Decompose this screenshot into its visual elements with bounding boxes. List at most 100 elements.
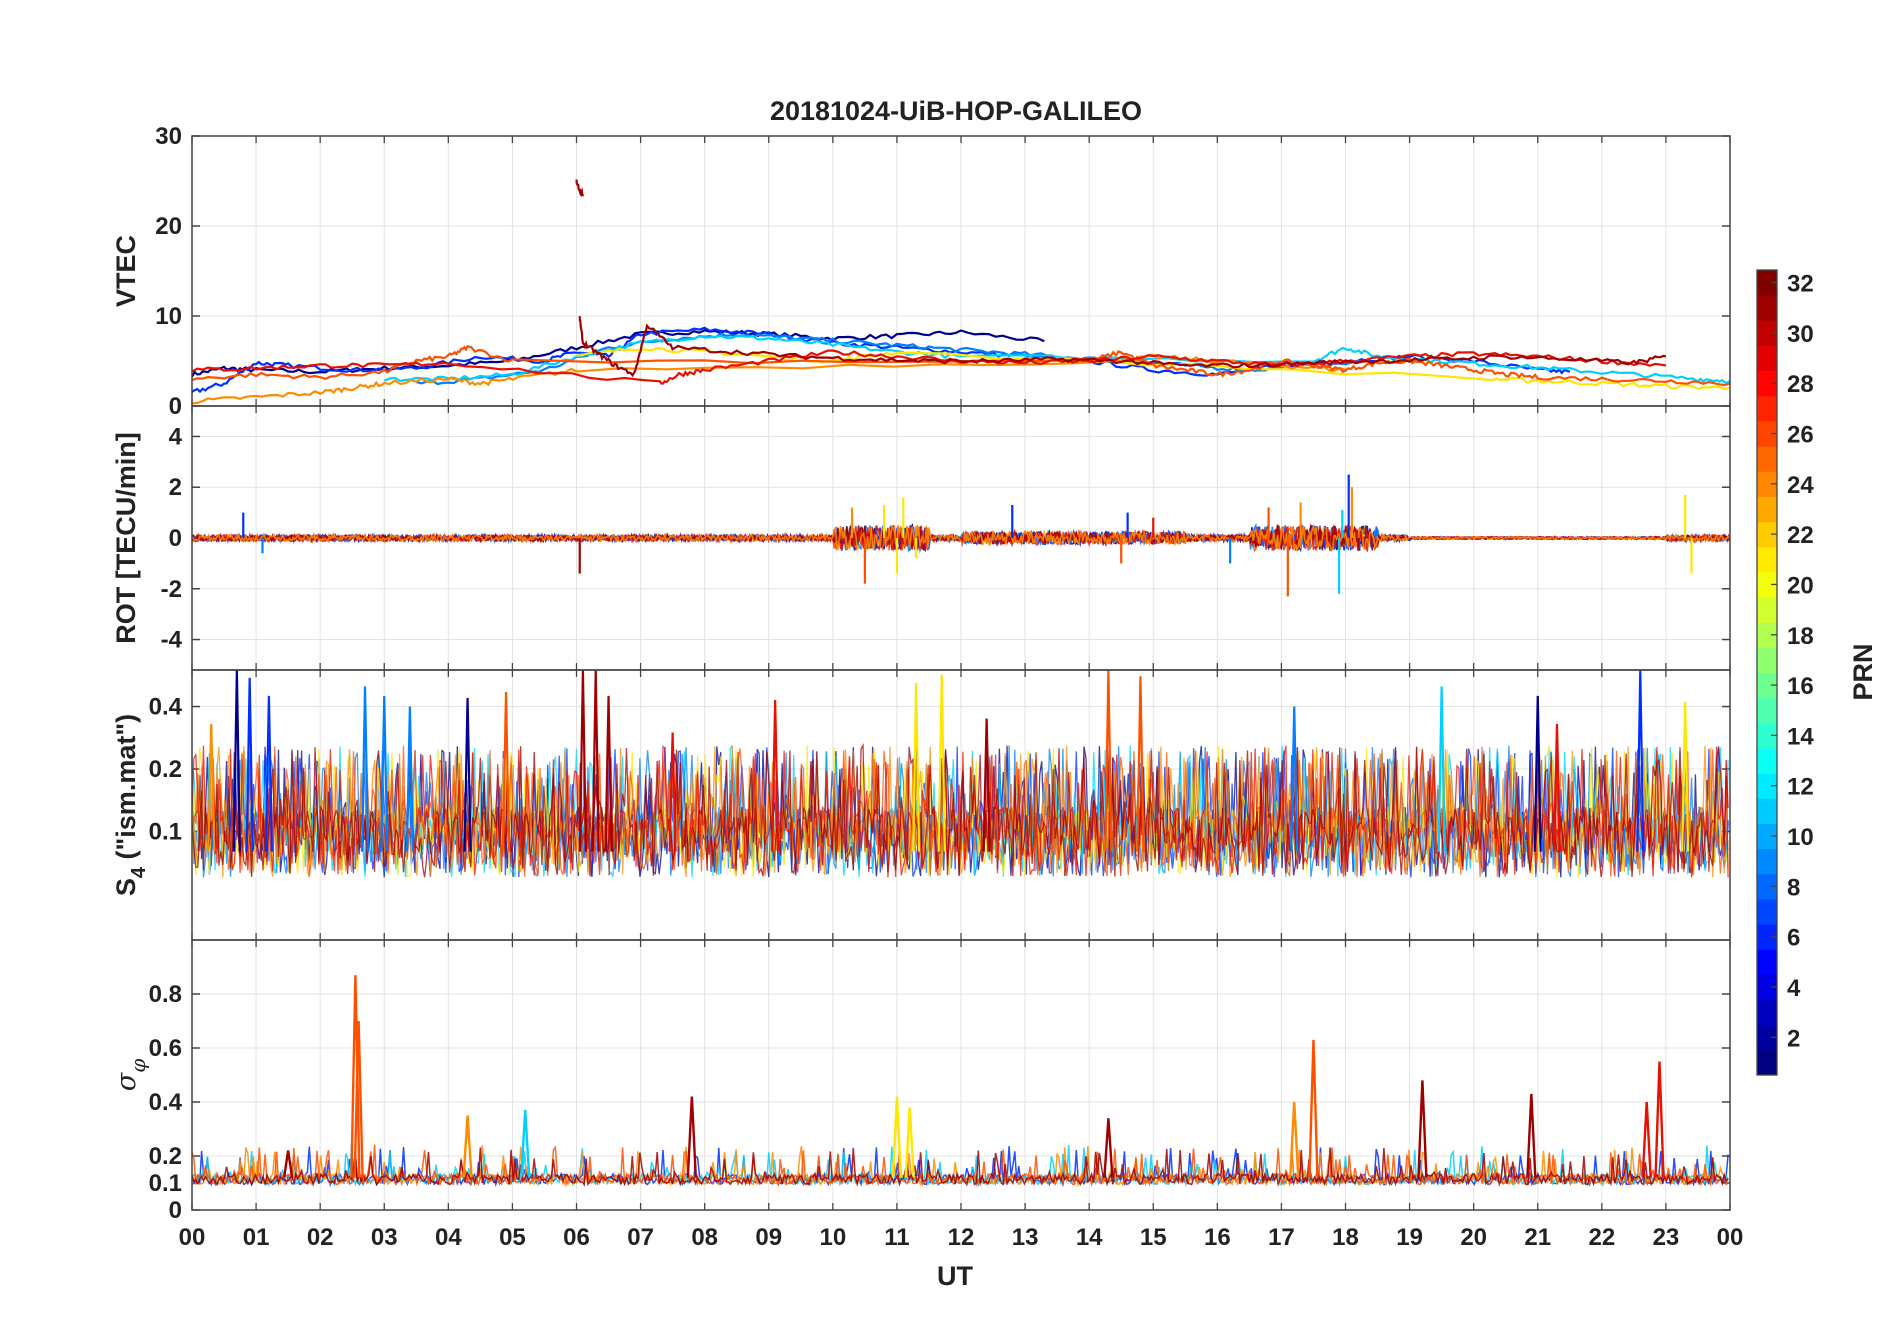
colorbar-segment: [1757, 873, 1777, 900]
colorbar-segment: [1757, 395, 1777, 422]
colorbar-tick-label: 12: [1787, 774, 1814, 801]
colorbar-segment: [1757, 999, 1777, 1026]
sigma-phi-peak: [520, 1110, 531, 1178]
x-tick-label: 11: [884, 1224, 909, 1251]
vtec-series-prn-24: [192, 353, 1346, 405]
sigma-phi-peak: [1526, 1093, 1537, 1178]
data-layer: [192, 474, 1730, 597]
s4-peak: [578, 670, 588, 852]
data-layer: [192, 975, 1729, 1188]
colorbar-segment: [1757, 320, 1777, 346]
s4-peak: [501, 691, 511, 852]
colorbar-tick-label: 32: [1787, 271, 1814, 298]
y-tick-label: 2: [169, 474, 182, 501]
colorbar-segment: [1757, 898, 1777, 925]
s4-peak: [463, 697, 472, 852]
sigma-phi-series: [192, 1147, 1729, 1188]
y-axis-label-sub: φ: [126, 1059, 150, 1073]
sigma-phi-peak: [1289, 1101, 1300, 1178]
x-tick-label: 00: [1717, 1224, 1744, 1251]
x-axis: 00 01 02 03 04 05 06 07 08 09 10 11 12 13 14 15 16 17 18 19…: [179, 1224, 1744, 1251]
y-tick-label: 0.2: [149, 756, 182, 783]
s4-peak: [380, 695, 389, 852]
colorbar-segment: [1757, 521, 1777, 548]
y-tick-label: 0: [169, 1197, 182, 1224]
colorbar-tick-label: 24: [1787, 472, 1814, 499]
y-axis-label: S4 ("ism.mat"): [111, 714, 150, 896]
sigma-phi-peak: [1641, 1101, 1652, 1178]
sigma-phi-peak: [904, 1107, 915, 1178]
colorbar-segment: [1757, 597, 1777, 623]
colorbar-segment: [1757, 1024, 1777, 1051]
s4-peak: [771, 700, 780, 852]
x-tick-label: 23: [1653, 1224, 1680, 1251]
s4-peak: [232, 670, 241, 852]
x-tick-label: 19: [1396, 1224, 1423, 1251]
colorbar-segment: [1757, 1049, 1777, 1076]
s4-peak: [1533, 695, 1542, 852]
chart-title: 20181024-UiB-HOP-GALILEO: [770, 96, 1142, 126]
colorbar-tick-label: 18: [1787, 623, 1814, 650]
colorbar-tick-label: 10: [1787, 824, 1814, 851]
colorbar-tick-label: 26: [1787, 422, 1814, 449]
y-tick-label: 0.1: [149, 818, 182, 845]
vtec-series-prn-26: [192, 345, 1730, 387]
y-axis-label: VTEC: [111, 235, 141, 307]
colorbar-tick-label: 28: [1787, 371, 1814, 398]
s4-peak: [591, 670, 600, 852]
x-tick-label: 02: [307, 1224, 334, 1251]
colorbar-segment: [1757, 446, 1777, 472]
x-tick-label: 03: [371, 1224, 398, 1251]
colorbar-segment: [1757, 571, 1777, 598]
y-axis-label: ROT [TECU/min]: [111, 432, 141, 643]
data-layer: [192, 179, 1730, 405]
colorbar-segment: [1757, 295, 1777, 321]
sigma-phi-peak: [1417, 1080, 1428, 1178]
y-tick-label: 30: [155, 123, 182, 150]
colorbar-segment: [1757, 773, 1777, 799]
x-tick-label: 00: [179, 1224, 206, 1251]
sigma-phi-peak: [462, 1115, 473, 1178]
x-tick-label: 01: [243, 1224, 270, 1251]
panel-3: 0.10.20.4S4 ("ism.mat"): [111, 669, 1731, 941]
s4-peak: [360, 686, 370, 852]
s4-peak: [1437, 686, 1446, 852]
colorbar-segment: [1757, 722, 1777, 749]
colorbar-segment: [1757, 974, 1777, 1001]
s4-peak: [1136, 676, 1145, 852]
panel-4: 00.10.2 0.4 0.6 0.8 σφ: [111, 939, 1731, 1224]
s4-peak: [912, 682, 921, 852]
colorbar-tick-label: 16: [1787, 673, 1814, 700]
x-tick-label: 09: [755, 1224, 782, 1251]
data-layer: [192, 670, 1729, 878]
sigma-phi-peak: [353, 1020, 364, 1178]
y-tick-label: 0.2: [149, 1143, 182, 1170]
colorbar-segment: [1757, 747, 1777, 774]
x-tick-label: 17: [1268, 1224, 1295, 1251]
s4-peak: [245, 677, 254, 852]
colorbar-segment: [1757, 823, 1777, 850]
panel-2: -4 -2 0 2 4 ROT [TECU/min]: [111, 405, 1731, 671]
y-axis-label: σφ: [111, 1059, 150, 1091]
x-tick-label: 15: [1140, 1224, 1167, 1251]
s4-peak: [1552, 723, 1562, 852]
s4-peak: [604, 695, 613, 852]
x-tick-label: 22: [1588, 1224, 1615, 1251]
rot-series: [192, 523, 1730, 552]
s4-peak: [937, 674, 946, 852]
colorbar-tick-label: 8: [1787, 874, 1800, 901]
colorbar-tick-label: 2: [1787, 1025, 1800, 1052]
sigma-phi-peak: [1103, 1118, 1114, 1178]
colorbar-segment: [1757, 848, 1777, 875]
y-tick-label: 10: [155, 303, 182, 330]
x-tick-label: 20: [1460, 1224, 1487, 1251]
sigma-phi-peak: [282, 1150, 294, 1178]
colorbar-segment: [1757, 546, 1777, 573]
colorbar-tick-label: 22: [1787, 522, 1814, 549]
s4-series: [192, 742, 1729, 878]
colorbar-segment: [1757, 345, 1777, 372]
colorbar-tick-label: 14: [1787, 723, 1814, 750]
